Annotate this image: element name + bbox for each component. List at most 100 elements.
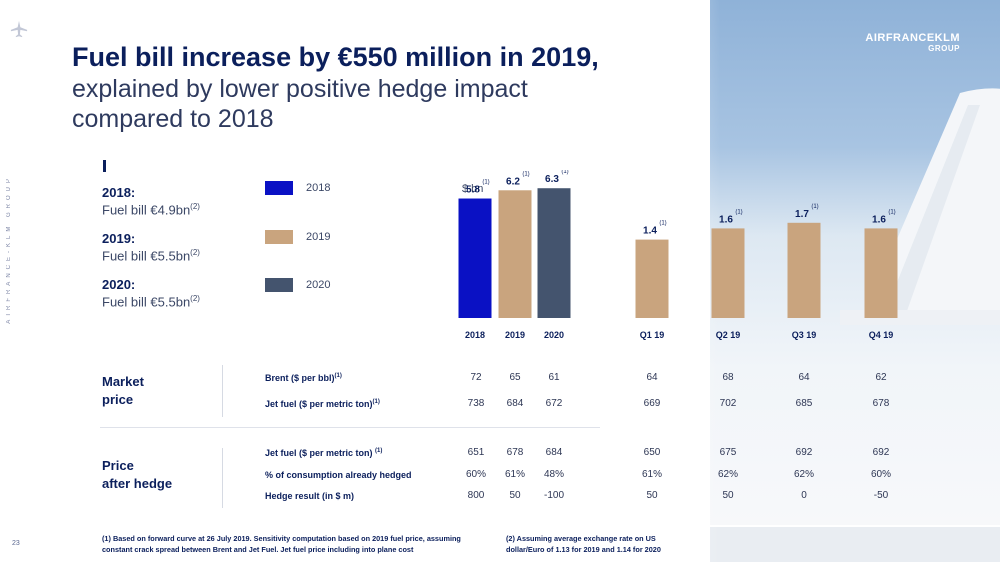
- category-label-1: 2019: [505, 330, 525, 340]
- table-cell: 675: [719, 447, 737, 458]
- bar-2019: [498, 190, 532, 318]
- category-label-0: 2018: [465, 330, 485, 340]
- legend-swatch-2020: [265, 278, 293, 292]
- table-cell: 61%: [641, 469, 662, 480]
- table-cell: 62: [875, 372, 887, 383]
- table-cell: 678: [506, 447, 524, 458]
- table-cell: 50: [509, 490, 521, 501]
- table-cell: 684: [545, 447, 563, 458]
- table-cell: 692: [795, 447, 813, 458]
- table-cell: 48%: [543, 469, 564, 480]
- summary-year-2018: 2018:: [102, 185, 136, 200]
- table-cell: 72: [470, 372, 482, 383]
- section-divider-2: [222, 448, 223, 508]
- table-cell: 50: [722, 490, 734, 501]
- table-cell: 800: [467, 490, 485, 501]
- bar-2020: [537, 188, 571, 318]
- table-cell: 61%: [504, 469, 525, 480]
- footnote-2: (2) Assuming average exchange rate on US…: [506, 534, 661, 554]
- value-note-5: (1): [811, 204, 818, 210]
- table-cell: 68: [722, 372, 734, 383]
- row-label: Brent ($ per bbl)(1): [265, 373, 342, 383]
- bar-q4-19: [864, 228, 898, 318]
- table-cell: 685: [795, 398, 813, 409]
- legend-swatch-2018: [265, 181, 293, 195]
- category-label-2: 2020: [544, 330, 564, 340]
- table-cell: 684: [506, 398, 524, 409]
- category-label-4: Q2 19: [716, 330, 741, 340]
- category-label-6: Q4 19: [869, 330, 894, 340]
- table-cell: 60%: [870, 469, 891, 480]
- value-label-2: 6.3: [545, 174, 559, 185]
- table-cell: 702: [719, 398, 737, 409]
- section-divider-1: [222, 365, 223, 417]
- table-cell: 651: [467, 447, 485, 458]
- footnote-1: (1) Based on forward curve at 26 July 20…: [102, 534, 461, 554]
- summary-year-2020: 2020:: [102, 277, 136, 292]
- value-label-1: 6.2: [506, 176, 520, 187]
- table-separator: [100, 427, 600, 428]
- title-line1: Fuel bill increase by €550 million in 20…: [72, 42, 599, 72]
- value-label-4: 1.6: [719, 214, 733, 225]
- table-cell: 50: [646, 490, 658, 501]
- summary-bill-2020: Fuel bill €5.5bn(2): [102, 294, 200, 310]
- value-note-0: (1): [482, 180, 489, 186]
- table-cell: -100: [543, 490, 564, 501]
- row-label: % of consumption already hedged: [265, 470, 412, 480]
- chart-unit-label: $ bn: [462, 183, 483, 195]
- airplane-tail-photo: [710, 0, 1000, 525]
- table-cell: 692: [872, 447, 890, 458]
- value-note-1: (1): [522, 171, 529, 177]
- row-label: Jet fuel ($ per metric ton)(1): [265, 399, 380, 409]
- table-cell: 0: [801, 490, 807, 501]
- value-note-2: (1): [561, 170, 568, 175]
- table-cell: 62%: [793, 469, 814, 480]
- table-cell: 650: [643, 447, 661, 458]
- category-label-3: Q1 19: [640, 330, 665, 340]
- page-number: 23: [12, 540, 20, 547]
- value-label-3: 1.4: [643, 226, 657, 237]
- value-note-4: (1): [735, 209, 742, 215]
- table-cell: 60%: [465, 469, 486, 480]
- table-cell: 738: [467, 398, 485, 409]
- table-cell: 65: [509, 372, 521, 383]
- legend-swatch-2019: [265, 230, 293, 244]
- value-note-3: (1): [659, 221, 666, 227]
- value-label-5: 1.7: [795, 209, 809, 220]
- row-label: Hedge result (in $ m): [265, 491, 355, 501]
- value-label-6: 1.6: [872, 214, 886, 225]
- legend-label-2018: 2018: [306, 182, 331, 194]
- brand-logo: AIRFRANCEKLM GROUP: [865, 32, 960, 53]
- category-label-5: Q3 19: [792, 330, 817, 340]
- brand-line2: GROUP: [928, 44, 960, 53]
- legend-label-2020: 2020: [306, 279, 331, 291]
- bar-q2-19: [711, 228, 745, 318]
- table-cell: 669: [643, 398, 661, 409]
- legend-label-2019: 2019: [306, 231, 331, 243]
- table-cell: 61: [548, 372, 560, 383]
- table-cell: 64: [798, 372, 810, 383]
- side-label: AIRFRANCE-KLM GROUP: [6, 175, 12, 324]
- summary-bill-2018: Fuel bill €4.9bn(2): [102, 202, 200, 218]
- summary-bill-2019: Fuel bill €5.5bn(2): [102, 248, 200, 264]
- value-label-0: 5.8: [466, 185, 480, 196]
- airplane-icon: [10, 20, 28, 38]
- table-cell: -50: [873, 490, 889, 501]
- table-cell: 62%: [717, 469, 738, 480]
- table-cell: 672: [545, 398, 563, 409]
- table-cell: 678: [872, 398, 890, 409]
- photo-bottom-strip: [710, 527, 1000, 562]
- section-marker: [103, 160, 106, 172]
- section-label-market-price: Market price: [102, 374, 144, 407]
- summary-year-2019: 2019:: [102, 231, 136, 246]
- section-label-price-after-hedge: Price after hedge: [102, 458, 173, 491]
- table-cell: 64: [646, 372, 658, 383]
- value-note-6: (1): [888, 209, 895, 215]
- brand-line1: AIRFRANCEKLM: [865, 32, 960, 44]
- title-line2: explained by lower positive hedge impact…: [72, 75, 528, 133]
- bar-q1-19: [635, 239, 669, 318]
- fuel-bill-bar-chart: $ bn5.8(1)20186.2(1)20196.3(1)20201.4(1)…: [458, 170, 898, 340]
- bar-q3-19: [787, 222, 821, 318]
- bar-2018: [458, 198, 492, 318]
